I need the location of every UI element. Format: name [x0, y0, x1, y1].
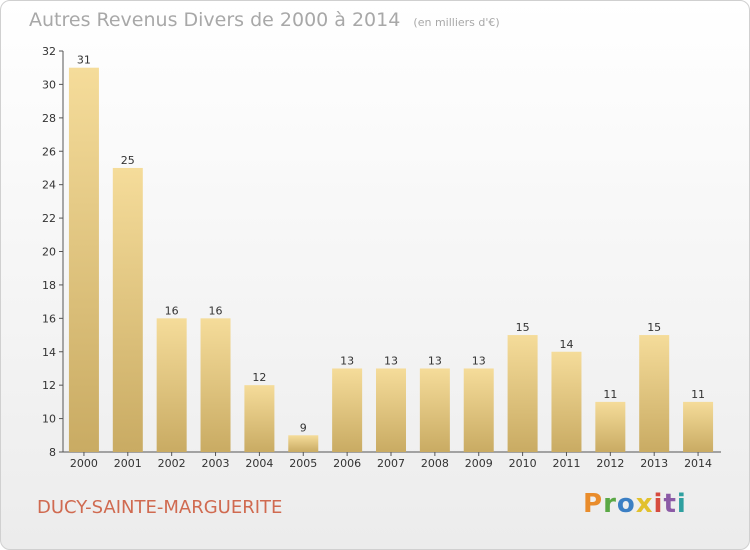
bar	[639, 335, 670, 452]
y-tick-label: 14	[42, 346, 56, 359]
bar	[463, 368, 494, 452]
y-tick-label: 28	[42, 112, 56, 125]
bar-value-label: 12	[252, 371, 266, 384]
y-tick-label: 10	[42, 413, 56, 426]
proxiti-logo[interactable]: Proxiti	[583, 489, 687, 519]
y-tick-label: 16	[42, 312, 56, 325]
chart-title: Autres Revenus Divers de 2000 à 2014 (en…	[29, 9, 500, 31]
x-tick-label: 2006	[333, 457, 361, 470]
y-tick-label: 18	[42, 279, 56, 292]
x-tick-label: 2010	[509, 457, 537, 470]
bar-value-label: 13	[428, 354, 442, 367]
bar	[68, 67, 99, 452]
bar	[200, 318, 231, 452]
y-tick-label: 20	[42, 246, 56, 259]
y-tick-label: 8	[49, 446, 56, 459]
bar	[595, 401, 626, 452]
brand-letter: x	[635, 489, 654, 519]
x-tick-label: 2000	[70, 457, 98, 470]
brand-letter: o	[616, 489, 636, 519]
bar-value-label: 15	[647, 321, 661, 334]
bar-value-label: 11	[691, 388, 705, 401]
x-tick-label: 2014	[684, 457, 712, 470]
bar	[288, 435, 319, 452]
commune-name: DUCY-SAINTE-MARGUERITE	[37, 497, 283, 518]
y-tick-label: 26	[42, 145, 56, 158]
x-tick-label: 2003	[202, 457, 230, 470]
y-tick-label: 12	[42, 379, 56, 392]
brand-letter: i	[676, 489, 687, 519]
brand-letter: r	[603, 489, 617, 519]
brand-letter: t	[663, 489, 677, 519]
x-tick-label: 2008	[421, 457, 449, 470]
y-tick-label: 22	[42, 212, 56, 225]
bar	[419, 368, 450, 452]
bar-value-label: 11	[603, 388, 617, 401]
bar-value-label: 14	[559, 338, 573, 351]
bar-value-label: 16	[209, 304, 223, 317]
y-tick-label: 30	[42, 78, 56, 91]
chart-subtitle: (en milliers d'€)	[413, 16, 500, 29]
bar	[332, 368, 363, 452]
bar-value-label: 31	[77, 54, 91, 67]
bar-value-label: 13	[340, 354, 354, 367]
bar-value-label: 13	[472, 354, 486, 367]
bar	[683, 401, 714, 452]
x-tick-label: 2013	[640, 457, 668, 470]
x-tick-label: 2002	[158, 457, 186, 470]
bar	[507, 335, 538, 452]
x-tick-label: 2012	[596, 457, 624, 470]
bar	[244, 385, 275, 452]
x-tick-label: 2001	[114, 457, 142, 470]
bar	[376, 368, 406, 452]
y-tick-label: 24	[42, 179, 56, 192]
bar-value-label: 16	[165, 304, 179, 317]
bar	[551, 351, 582, 452]
bar-value-label: 13	[384, 354, 398, 367]
x-tick-label: 2004	[245, 457, 273, 470]
bar-value-label: 25	[121, 154, 135, 167]
brand-letter: P	[583, 489, 604, 519]
chart-title-main: Autres Revenus Divers de 2000 à 2014	[29, 9, 401, 31]
x-tick-label: 2009	[465, 457, 493, 470]
brand-letter: i	[653, 489, 664, 519]
bar	[156, 318, 187, 452]
x-tick-label: 2007	[377, 457, 405, 470]
y-tick-label: 32	[42, 45, 56, 58]
x-tick-label: 2005	[289, 457, 317, 470]
x-tick-label: 2011	[552, 457, 580, 470]
bar-value-label: 15	[516, 321, 530, 334]
bar-value-label: 9	[300, 421, 307, 434]
bar	[112, 167, 143, 453]
